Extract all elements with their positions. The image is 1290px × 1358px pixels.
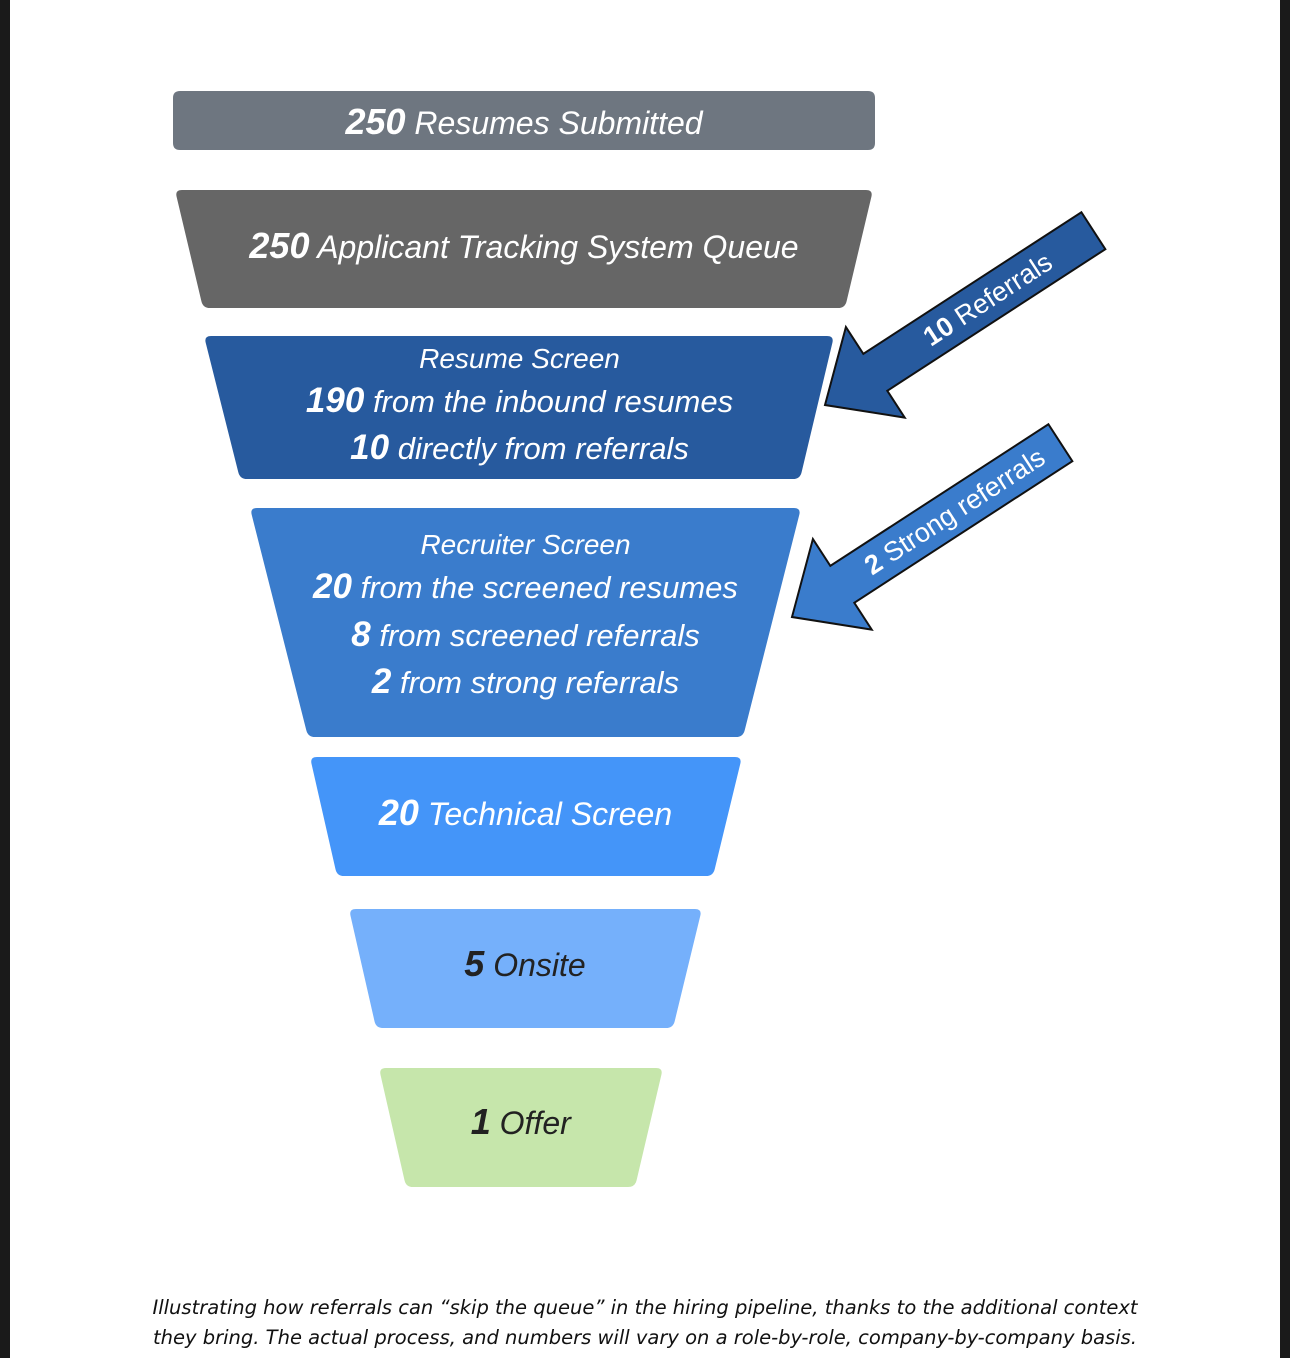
- stage-ats-queue: 250 Applicant Tracking System Queue: [176, 190, 872, 308]
- stage-recruiter-screen: Recruiter Screen 20 from the screened res…: [251, 508, 800, 737]
- stage-text: Technical Screen: [419, 796, 672, 832]
- stage-count: 20: [378, 792, 419, 833]
- stage-offer-shape: [380, 1068, 662, 1187]
- stage-resume-screen-label-1: Resume Screen: [419, 343, 620, 374]
- stage-text: from strong referrals: [391, 665, 679, 700]
- stage-resume-screen: Resume Screen 190 from the inbound resume…: [205, 336, 833, 479]
- stage-resumes-submitted: 250 Resumes Submitted: [173, 91, 875, 150]
- stage-technical-screen-shape: [311, 757, 741, 876]
- stage-onsite: 5 Onsite: [350, 909, 701, 1028]
- stage-text: Onsite: [484, 947, 585, 983]
- stage-recruiter-screen-label-3: 8 from screened referrals: [351, 615, 700, 654]
- stage-recruiter-screen-label-2: 20 from the screened resumes: [312, 567, 738, 606]
- stage-resume-screen-label-2: 190 from the inbound resumes: [306, 381, 733, 420]
- stage-text: from the screened resumes: [352, 570, 738, 605]
- stage-text: from the inbound resumes: [364, 384, 733, 419]
- stage-resumes-submitted-label-1: 250 Resumes Submitted: [344, 101, 703, 142]
- stage-recruiter-screen-label-4: 2 from strong referrals: [371, 662, 679, 701]
- stage-text: from screened referrals: [371, 618, 700, 653]
- stage-onsite-label-1: 5 Onsite: [464, 943, 585, 984]
- stage-count: 250: [248, 225, 309, 266]
- stage-count: 190: [306, 381, 365, 420]
- stage-text: Recruiter Screen: [420, 529, 630, 560]
- caption-line-1: Illustrating how referrals can “skip the…: [152, 1296, 1138, 1319]
- strong-referrals-arrow: 2 Strong referrals: [790, 422, 1074, 631]
- strong-referrals-arrow-shape: [790, 422, 1074, 631]
- referrals-arrow-label: 10 Referrals: [918, 247, 1058, 352]
- strong-referrals-arrow-label: 2 Strong referrals: [859, 442, 1050, 581]
- stage-offer-label-1: 1 Offer: [471, 1101, 572, 1142]
- stage-text: Resume Screen: [419, 343, 620, 374]
- stage-count: 2: [371, 662, 392, 701]
- stage-offer: 1 Offer: [380, 1068, 662, 1187]
- caption-line-2: they bring. The actual process, and numb…: [152, 1326, 1137, 1349]
- stage-count: 10: [350, 428, 389, 467]
- arrow-text: Strong referrals: [872, 442, 1051, 573]
- referrals-arrow-shape: [823, 210, 1107, 419]
- stage-resumes-submitted-shape: [173, 91, 875, 150]
- stage-count: 1: [471, 1101, 491, 1142]
- stage-ats-queue-shape: [176, 190, 872, 308]
- stage-technical-screen: 20 Technical Screen: [311, 757, 741, 876]
- stage-text: Applicant Tracking System Queue: [309, 229, 798, 265]
- stage-count: 250: [344, 101, 405, 142]
- stage-count: 20: [312, 567, 352, 606]
- stage-text: Resumes Submitted: [406, 105, 704, 141]
- stage-count: 8: [351, 615, 371, 654]
- stage-text: Offer: [491, 1105, 572, 1141]
- stage-recruiter-screen-label-1: Recruiter Screen: [420, 529, 630, 560]
- stage-resume-screen-label-3: 10 directly from referrals: [350, 428, 689, 467]
- stage-technical-screen-label-1: 20 Technical Screen: [378, 792, 672, 833]
- figure-caption: Illustrating how referrals can “skip the…: [0, 1293, 1290, 1353]
- stage-resume-screen-shape: [205, 336, 833, 479]
- stage-ats-queue-label-1: 250 Applicant Tracking System Queue: [248, 225, 798, 266]
- stage-text: directly from referrals: [389, 431, 689, 466]
- stage-count: 5: [464, 943, 485, 984]
- stage-recruiter-screen-shape: [251, 508, 800, 737]
- stage-onsite-shape: [350, 909, 701, 1028]
